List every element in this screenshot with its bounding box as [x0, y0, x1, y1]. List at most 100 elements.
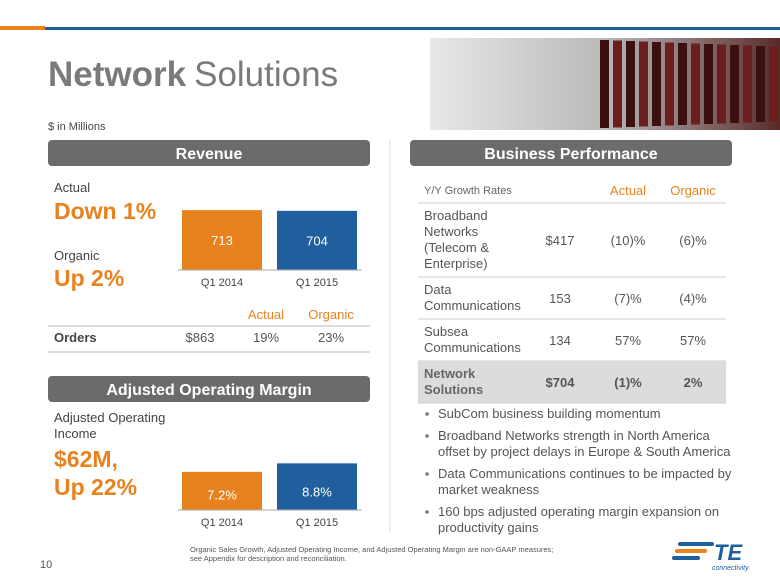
units: $ in Millions: [48, 121, 106, 133]
cell: $704: [546, 375, 576, 390]
bullet-dot: [425, 434, 429, 438]
kpi: Up 22%: [54, 474, 137, 500]
section-heading: Revenue: [176, 146, 243, 163]
footnote: Organic Sales Growth, Adjusted Operating…: [190, 545, 553, 554]
cell: 134: [549, 333, 571, 348]
bullet-dot: [425, 412, 429, 416]
bar-value-label: 8.8%: [302, 484, 332, 499]
bar: [277, 210, 357, 270]
rack: [600, 40, 609, 128]
rack: [678, 43, 687, 125]
rack: [730, 45, 739, 123]
row-label: Network: [424, 366, 476, 381]
column-header: Actual: [248, 307, 284, 322]
section-heading: Business Performance: [484, 146, 658, 163]
rack: [743, 45, 752, 123]
bullet-text: SubCom business building momentum: [438, 406, 661, 421]
cell: (1)%: [614, 375, 642, 390]
kpi: Up 2%: [54, 265, 124, 291]
label: Income: [54, 426, 97, 441]
label: Organic: [54, 248, 100, 263]
row-label: Networks: [424, 224, 479, 239]
x-tick-label: Q1 2015: [296, 277, 338, 289]
cell: 153: [549, 291, 571, 306]
rule: [45, 27, 780, 30]
bar: [182, 471, 262, 510]
title-bold: Network: [48, 55, 187, 94]
cell: 23%: [318, 330, 344, 345]
cell: 2%: [684, 375, 703, 390]
row-label: (Telecom &: [424, 240, 489, 255]
table-header: Organic: [670, 183, 716, 198]
section-heading: Adjusted Operating Margin: [106, 382, 311, 399]
cell: (7)%: [614, 291, 642, 306]
label: Actual: [54, 180, 90, 195]
row-label: Communications: [424, 340, 521, 355]
rack: [769, 46, 778, 122]
section-header: [410, 140, 732, 166]
rack: [756, 46, 765, 122]
row-label: Data: [424, 282, 452, 297]
logo-stripe: [678, 542, 714, 546]
x-tick-label: Q1 2014: [201, 277, 243, 289]
section-header: [48, 140, 370, 166]
bullet-text: offset by project delays in Europe & Sou…: [438, 444, 731, 459]
total-row-bg: [418, 361, 726, 403]
logo-text: TE: [714, 540, 743, 565]
logo-sub: connectivity: [712, 565, 749, 572]
rack: [613, 40, 622, 128]
bar-value-label: 713: [211, 233, 233, 248]
table-header: Actual: [610, 183, 646, 198]
cell: 19%: [253, 330, 279, 345]
kpi: $62M,: [54, 446, 118, 472]
title-rest: Solutions: [194, 55, 338, 94]
rack: [652, 42, 661, 126]
bar-value-label: 7.2%: [207, 488, 237, 503]
row-label: Solutions: [424, 382, 483, 397]
cell: 57%: [680, 333, 706, 348]
row-label: Broadband: [424, 208, 488, 223]
x-tick-label: Q1 2015: [296, 517, 338, 529]
accent-bar: [0, 26, 45, 30]
rack: [717, 44, 726, 124]
page-number: 10: [40, 559, 52, 571]
rack: [704, 44, 713, 124]
row-label: Orders: [54, 330, 97, 345]
table-header: Y/Y Growth Rates: [424, 185, 512, 197]
logo-stripe: [675, 549, 707, 553]
bar: [182, 210, 262, 270]
footnote: see Appendix for description and reconci…: [190, 554, 347, 563]
row-label: Communications: [424, 298, 521, 313]
bar-value-label: 704: [306, 233, 328, 248]
cell: (10)%: [611, 233, 646, 248]
rack: [665, 42, 674, 126]
x-tick-label: Q1 2014: [201, 517, 243, 529]
logo-stripe: [672, 556, 700, 560]
bullet-text: Data Communications continues to be impa…: [438, 466, 732, 481]
bullet-dot: [425, 510, 429, 514]
column-header: Organic: [308, 307, 354, 322]
bullet-text: 160 bps adjusted operating margin expans…: [438, 504, 719, 519]
logo: [672, 542, 714, 560]
bar: [277, 463, 357, 510]
label: Adjusted Operating: [54, 410, 165, 425]
rack: [639, 41, 648, 127]
cell: (4)%: [679, 291, 707, 306]
slide-title: Network Solutions: [48, 55, 338, 94]
rack: [626, 41, 635, 127]
cell: $863: [186, 330, 215, 345]
cell: $417: [546, 233, 575, 248]
rack: [691, 43, 700, 125]
bullet-dot: [425, 472, 429, 476]
row-label: Subsea: [424, 324, 469, 339]
section-header: [48, 376, 370, 402]
kpi: Down 1%: [54, 198, 156, 224]
server-racks: [600, 40, 778, 128]
row-label: Enterprise): [424, 256, 488, 271]
cell: 57%: [615, 333, 641, 348]
bullet-text: Broadband Networks strength in North Ame…: [438, 428, 710, 443]
bullet-text: productivity gains: [438, 520, 539, 535]
cell: (6)%: [679, 233, 707, 248]
bullet-text: market weakness: [438, 482, 540, 497]
